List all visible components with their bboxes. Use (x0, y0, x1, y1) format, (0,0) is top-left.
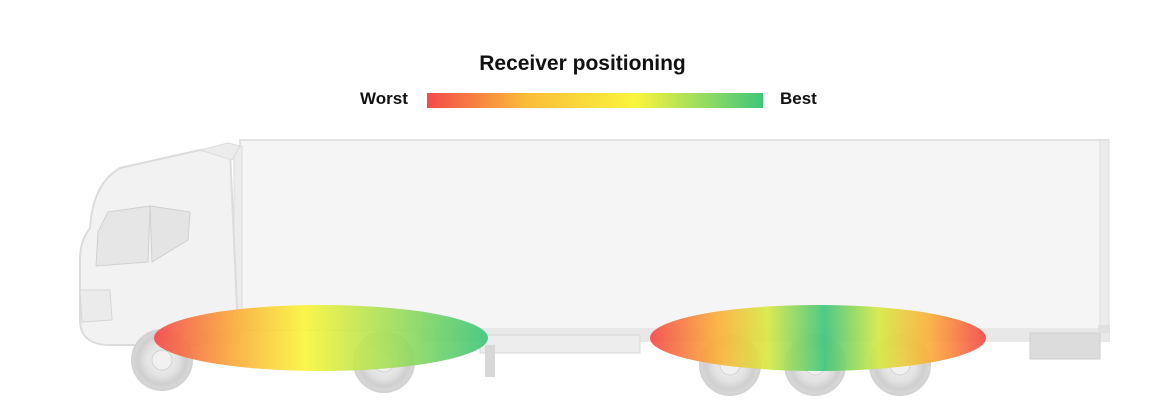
legend-gradient-bar (427, 93, 763, 108)
tractor-zone (154, 305, 488, 371)
trailer-zone (650, 305, 986, 371)
trailer-side-rail (479, 334, 641, 354)
cab-roof-deflector (198, 142, 241, 161)
legend-best-label: Best (780, 89, 817, 108)
trailer-body (239, 139, 1109, 331)
trailer-rear-post (1099, 139, 1110, 331)
rear-bumper (1029, 332, 1101, 360)
legend-worst-label: Worst (360, 89, 408, 108)
cab-side-window (149, 205, 191, 263)
landing-gear (485, 345, 495, 377)
cab-grille (79, 289, 113, 323)
title-text: Receiver positioning (479, 52, 686, 75)
rear-light (1098, 325, 1110, 333)
cab-windshield (95, 205, 151, 267)
page-title: Receiver positioning (0, 52, 1165, 76)
front-wheel-hub (151, 349, 173, 371)
